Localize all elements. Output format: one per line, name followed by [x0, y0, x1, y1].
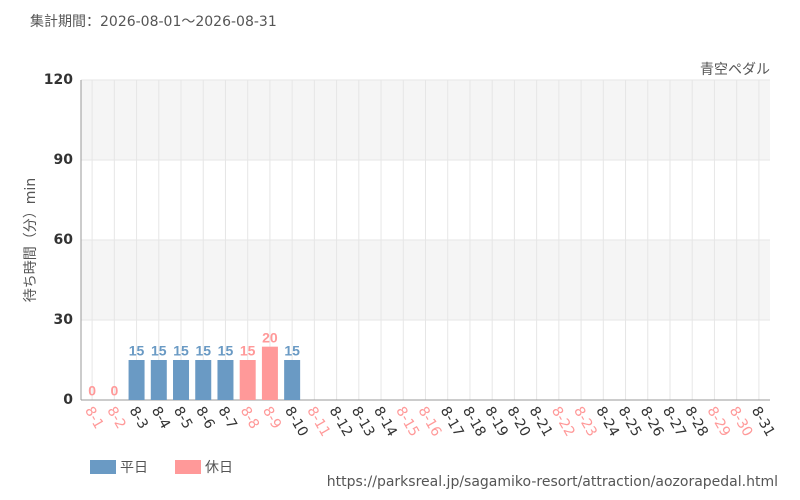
x-tick-label: 8-9	[259, 404, 284, 432]
bar	[128, 360, 145, 400]
x-tick-label: 8-7	[215, 404, 240, 432]
bar	[150, 360, 167, 400]
x-tick-label: 8-4	[148, 404, 173, 432]
x-tick-label: 8-31	[748, 404, 778, 440]
value-label: 0	[88, 383, 96, 399]
bar	[173, 360, 190, 400]
x-tick-label: 8-3	[126, 404, 151, 432]
legend-label: 休日	[205, 460, 233, 476]
bar	[239, 360, 256, 400]
period: 集計期間：2026-08-01～2026-08-31	[30, 13, 277, 30]
source-url: https://parksreal.jp/sagamiko-resort/att…	[327, 474, 778, 490]
x-tick-label: 8-5	[170, 404, 195, 432]
y-tick-label: 60	[54, 232, 74, 248]
attraction-name: 青空ペダル	[700, 62, 770, 78]
x-tick-label: 8-1	[81, 404, 106, 432]
y-tick-label: 30	[54, 312, 74, 328]
x-tick-label: 8-2	[103, 404, 128, 432]
value-label: 15	[240, 343, 256, 359]
value-label: 15	[284, 343, 300, 359]
legend-label: 平日	[120, 460, 148, 476]
bar	[284, 360, 301, 400]
y-tick-label: 0	[63, 392, 73, 408]
value-label: 15	[195, 343, 211, 359]
bar	[261, 346, 278, 400]
value-label: 15	[151, 343, 167, 359]
value-label: 15	[129, 343, 145, 359]
legend-swatch	[90, 460, 116, 474]
value-label: 20	[262, 329, 278, 345]
bar	[195, 360, 212, 400]
bar	[217, 360, 234, 400]
legend-swatch	[175, 460, 201, 474]
value-label: 15	[218, 343, 234, 359]
y-axis-label: 待ち時間（分）min	[23, 178, 39, 302]
x-tick-label: 8-6	[192, 404, 217, 432]
x-tick-label: 8-8	[237, 404, 262, 432]
value-label: 0	[110, 383, 118, 399]
y-tick-label: 120	[44, 72, 73, 88]
value-label: 15	[173, 343, 189, 359]
y-tick-label: 90	[54, 152, 74, 168]
